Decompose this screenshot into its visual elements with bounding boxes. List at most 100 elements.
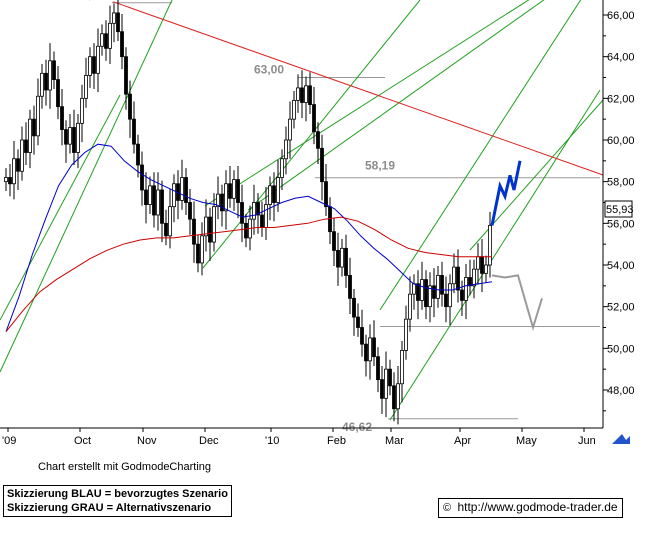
trend-channel-line [0,0,173,373]
y-tick-label: 52,00 [607,302,635,314]
x-tick-label: Oct [74,435,91,447]
candle-body [396,383,400,410]
candle-body [468,277,472,287]
candle-body [424,279,428,308]
candle-body [324,181,328,208]
candle-body [460,289,464,301]
candle-body [56,79,60,108]
candle-body [408,293,412,320]
candle-body [36,95,40,137]
candle-body [184,177,188,203]
candle-body [152,185,156,216]
candle-body [384,368,388,399]
candle-body [472,268,476,287]
candle-body [72,127,76,153]
candle-body [308,85,312,105]
candle-body [428,285,432,308]
trend-channel-line [379,0,582,311]
candle-body [272,185,276,203]
resistance-line [112,1,604,176]
candle-body [304,85,308,103]
candle-body [364,343,368,362]
candle-body [444,293,448,308]
candle-body [260,214,264,228]
url-box[interactable]: © http://www.godmode-trader.de [438,498,623,518]
scenario-gray-line [491,274,543,332]
candle-body [232,179,236,199]
candle-body [180,177,184,201]
candle-body [436,275,440,299]
x-tick-label: '10 [265,435,279,447]
y-tick-label: 62,00 [607,93,635,105]
candle-body [120,31,124,58]
candle-body [280,158,284,178]
candle-body [88,56,92,76]
y-tick-label: 66,00 [607,10,635,22]
candle-body [340,247,344,268]
price-chart: 66,59 63,00 58,19 46,62 66,00 64,00 62,00 60,0… [0,0,635,447]
candle-body [236,179,240,203]
x-tick-label: Dec [199,435,219,447]
candle-body [240,202,244,224]
candle-body [52,60,56,80]
logo-icon [612,434,630,444]
legend-box: Skizzierung BLAU = bevorzugtes Szenario … [3,485,232,517]
candle-body [32,118,36,137]
candle-body [464,277,468,301]
candle-body [212,206,216,243]
candle-body [144,189,148,205]
trend-channel-line [247,0,545,211]
price-annotation: 46,62 [342,420,372,434]
y-tick-label: 48,00 [607,385,635,397]
copyright-icon: © [443,502,452,514]
candle-body [60,106,64,130]
y-tick-label: 60,00 [607,135,635,147]
candle-body [64,129,68,145]
candle-body [132,118,136,145]
ma-long-line [5,216,492,333]
x-tick-label: Apr [454,435,471,447]
candle-body [4,177,8,183]
y-tick-label: 54,00 [607,260,635,272]
candle-body [276,177,280,203]
candle-body [480,256,484,274]
candle-body [24,139,28,153]
candle-body [432,285,436,299]
y-tick-label: 50,00 [607,343,635,355]
candle-body [160,189,164,224]
candle-body [124,56,128,95]
candle-body [320,147,324,183]
ma-short-line [5,143,493,332]
candle-body [92,56,96,74]
url-link[interactable]: http://www.godmode-trader.de [457,500,618,514]
trend-channel-line [204,0,530,207]
candle-body [220,193,224,212]
trend-channel-line [389,89,601,421]
candle-body [476,256,480,270]
candle-body [16,158,20,172]
candle-body [488,225,492,266]
candle-body [208,216,212,243]
x-tick-label: Feb [327,435,346,447]
candle-body [360,327,364,345]
x-tick-label: Jun [578,435,596,447]
candle-body [80,97,84,124]
y-tick-label: 64,00 [607,52,635,64]
candle-body [296,87,300,101]
candle-body [332,231,336,251]
candle-body [172,183,176,208]
candle-body [372,337,376,358]
x-tick-label: Nov [137,435,157,447]
legend-gray: Skizzierung GRAU = Alternativszenario [7,502,212,514]
candle-body [412,283,416,295]
candle-body [96,45,100,74]
candle-body [12,158,16,185]
candle-body [376,356,380,380]
trend-channel-line [202,0,421,269]
candle-body [336,250,340,268]
candle-body [112,12,116,24]
candle-body [224,183,228,212]
candle-body [352,297,356,318]
candle-body [216,193,220,208]
candle-body [228,183,232,199]
